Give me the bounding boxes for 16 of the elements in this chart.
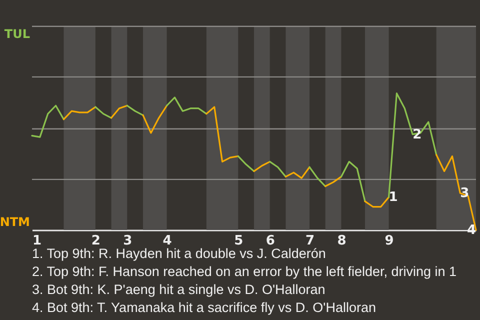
x-tick-label: 2 (91, 234, 100, 248)
x-tick-label: 3 (123, 234, 132, 248)
text: 2. Top 9th: F. Hanson reached on an error by the left fielder, driving in 1 (32, 263, 457, 281)
text: NTM (0, 215, 30, 229)
annotation: 1 (388, 190, 398, 206)
text: 3. Bot 9th: K. P'aeng hit a single vs D. O'Halloran (32, 281, 326, 299)
x-tick-label: 5 (234, 234, 244, 248)
x-tick-label: 8 (337, 234, 346, 248)
x-tick-label: 7 (305, 234, 315, 248)
text: TUL (4, 27, 30, 41)
text: 1. Top 9th: R. Hayden hit a double vs J. Calderón (32, 246, 326, 261)
text: 4. Bot 9th: T. Yamanaka hit a sacrifice fly vs D. O'Halloran (32, 299, 377, 317)
x-tick-label: 6 (266, 234, 275, 248)
x-tick-label: 4 (162, 234, 172, 248)
x-tick-label: 9 (384, 234, 394, 248)
x-tick-label: 1 (32, 234, 42, 248)
